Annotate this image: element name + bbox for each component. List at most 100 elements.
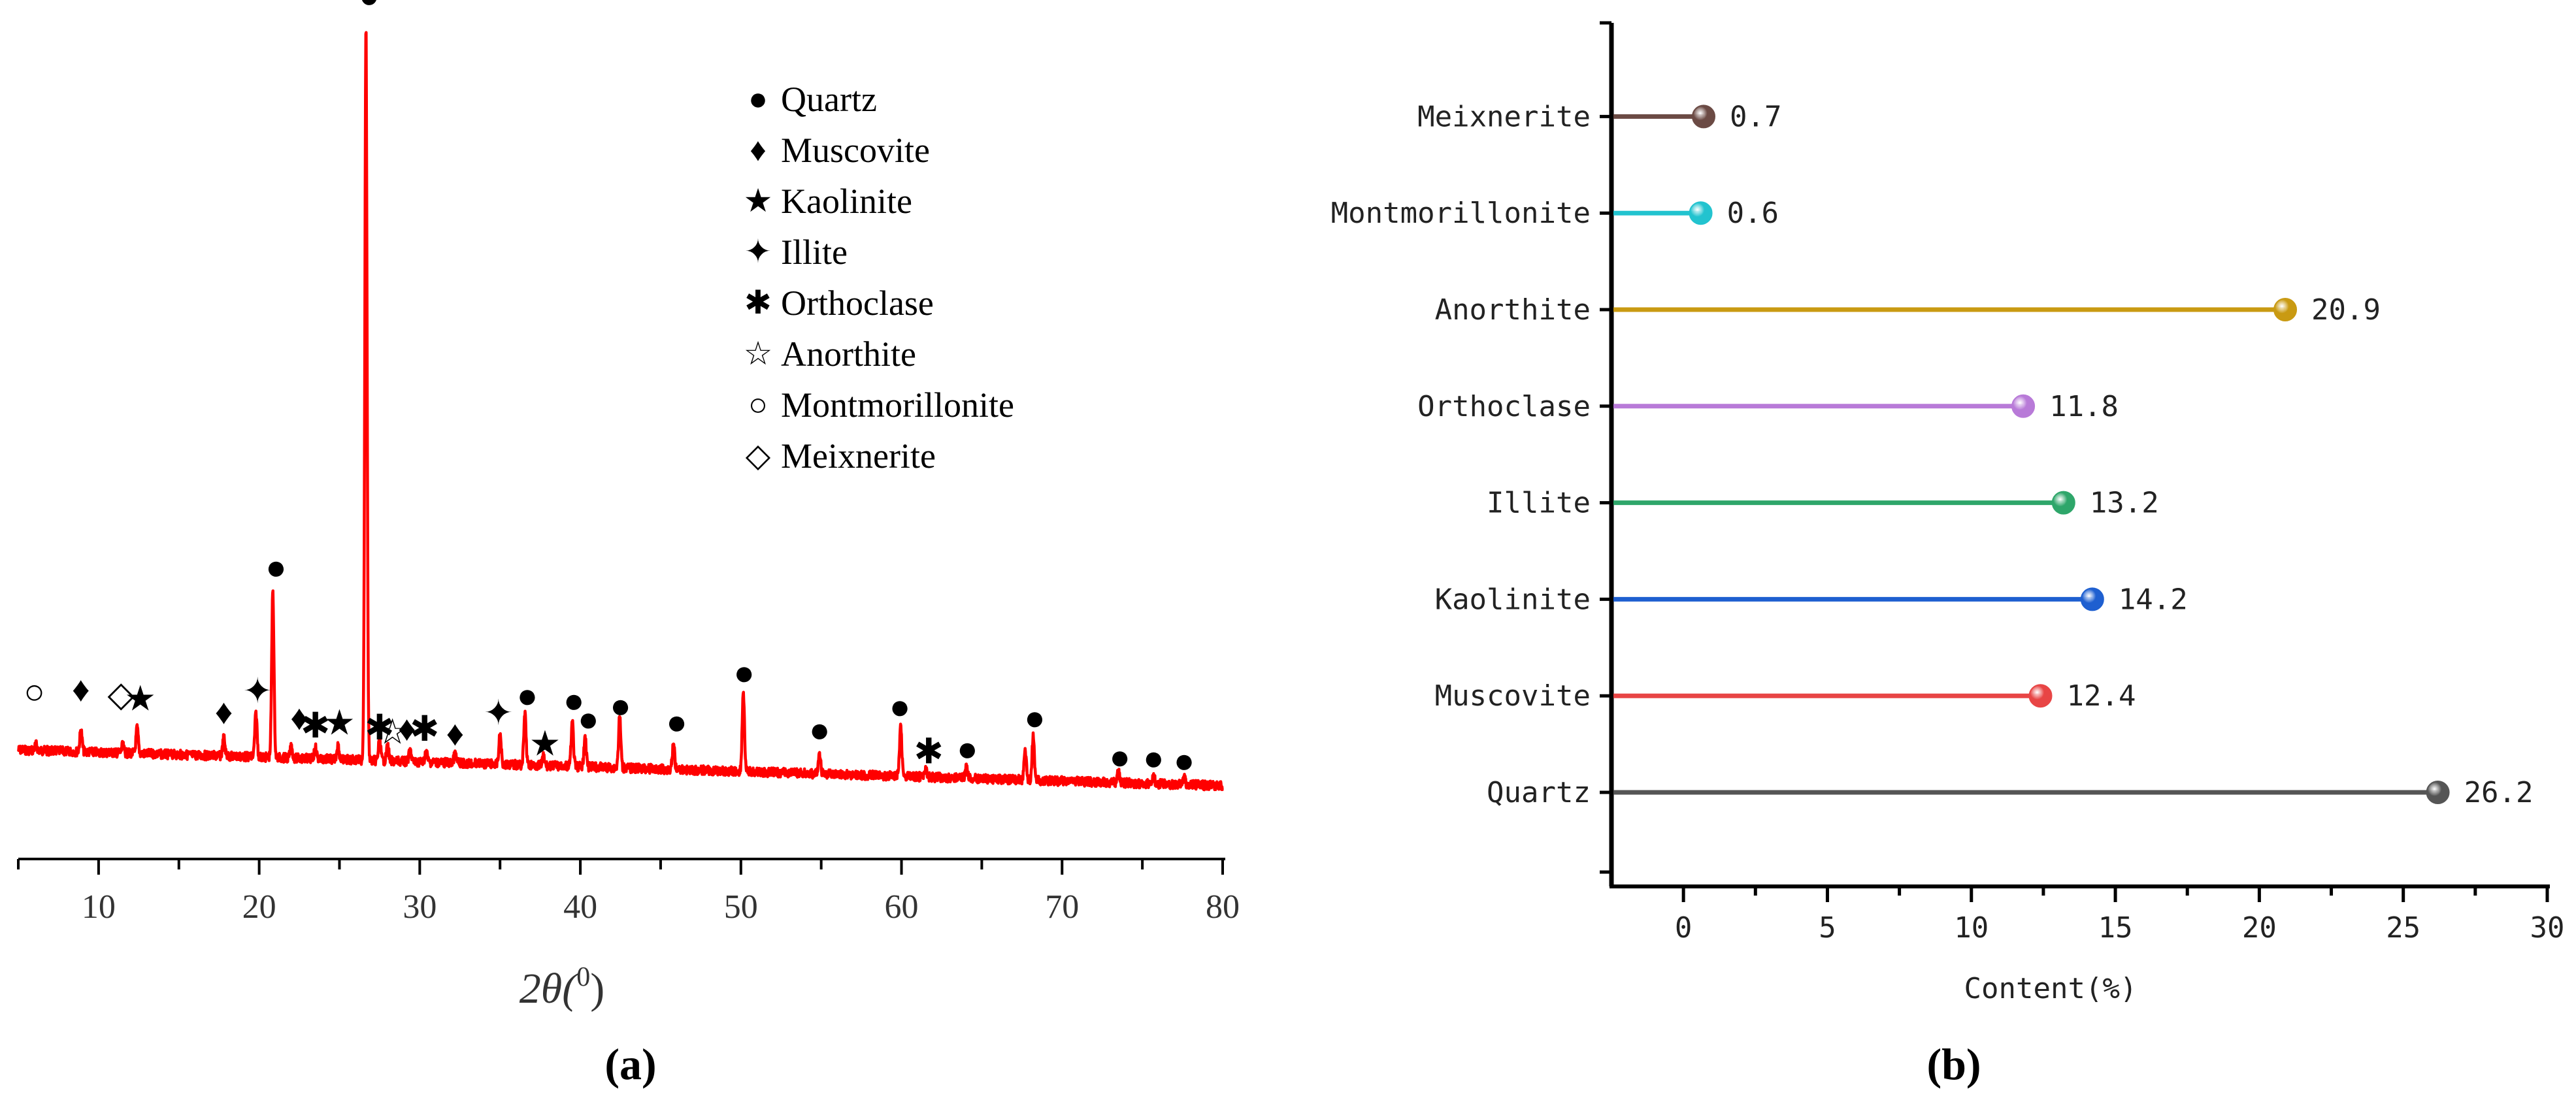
content-x-tick-label: 20	[2242, 911, 2277, 945]
value-label-muscovite: 12.4	[2067, 679, 2136, 713]
content-x-tick-label: 30	[2530, 911, 2565, 945]
xrd-peak-marker: ✦	[484, 694, 513, 733]
xrd-axis: 10 20 30 40 50 60 70 80	[17, 858, 1240, 926]
xrd-peak-marker: ●	[563, 681, 585, 721]
xrd-peak-marker: ●	[359, 0, 380, 16]
legend-symbol-quartz: ●	[748, 80, 768, 117]
xrd-peak-marker: ●	[1024, 698, 1046, 737]
xrd-peak-marker: ●	[610, 686, 631, 725]
category-label-muscovite: Muscovite	[1435, 679, 1591, 713]
legend-symbol-meixnerite: ◇	[746, 437, 771, 474]
xrd-x-tick-label: 20	[242, 888, 276, 926]
content-axes: 0 5 10 15 20 25 30	[1600, 21, 2565, 945]
lollipop-dot-muscovite	[2028, 684, 2053, 708]
legend-symbol-anorthite: ☆	[744, 335, 773, 372]
xrd-peak-marker: ●	[1143, 739, 1164, 778]
xrd-peak-marker: ●	[666, 702, 687, 741]
value-label-orthoclase: 11.8	[2049, 390, 2119, 423]
category-label-anorthite: Anorthite	[1435, 293, 1591, 327]
lollipop-dot-kaolinite	[2080, 587, 2104, 611]
value-label-illite: 13.2	[2090, 487, 2159, 520]
xrd-peak-marker: ●	[1109, 737, 1131, 777]
xrd-x-axis-label-main: 2θ(	[520, 965, 579, 1013]
lollipop-dot-montmorillonite	[1689, 201, 1713, 225]
xrd-x-tick-label: 50	[724, 888, 758, 926]
legend-symbol-orthoclase: ✱	[744, 284, 772, 321]
xrd-peak-marker: ●	[578, 700, 599, 739]
xrd-peak-marker: ♦	[290, 698, 308, 737]
value-label-montmorillonite: 0.6	[1727, 197, 1779, 230]
xrd-peak-marker: ●	[733, 653, 755, 692]
category-label-illite: Illite	[1487, 487, 1591, 520]
xrd-peak-marker: ●	[957, 730, 978, 769]
lollipop-dot-illite	[2051, 491, 2075, 515]
lollipop-dot-quartz	[2426, 781, 2450, 804]
xrd-x-tick-label: 70	[1045, 888, 1079, 926]
panel-label-b: (b)	[1926, 1039, 1981, 1089]
legend-symbol-kaolinite: ★	[744, 182, 773, 219]
xrd-peak-marker: ★	[125, 679, 156, 719]
content-x-tick-label: 0	[1675, 911, 1693, 945]
legend-symbol-illite: ✦	[744, 233, 772, 270]
xrd-peak-marker: ♦	[446, 714, 465, 753]
panel-label-a: (a)	[604, 1039, 656, 1089]
legend-label-montmorillonite: Montmorillonite	[781, 385, 1014, 425]
value-label-meixnerite: 0.7	[1730, 100, 1781, 133]
value-label-quartz: 26.2	[2464, 776, 2534, 809]
xrd-legend: ● Quartz ♦ Muscovite★ Kaolinite✦ Illite✱ Ortho…	[744, 80, 1014, 476]
xrd-x-tick-label: 60	[885, 888, 919, 926]
xrd-peak-marker: ♦	[72, 670, 90, 709]
xrd-peak-marker: ✱	[301, 706, 330, 745]
xrd-peak-marker: ✦	[243, 672, 272, 711]
xrd-peak-marker: ●	[265, 548, 287, 587]
category-label-quartz: Quartz	[1487, 776, 1591, 809]
lollipop-dot-orthoclase	[2011, 394, 2036, 418]
xrd-peak-marker: ●	[1174, 741, 1195, 780]
xrd-x-axis-label-sup: 0	[576, 962, 590, 992]
xrd-peak-marker: ✱	[914, 732, 944, 771]
legend-label-illite: Illite	[781, 233, 848, 272]
legend-label-muscovite: Muscovite	[781, 131, 930, 170]
legend-label-anorthite: Anorthite	[781, 334, 916, 374]
xrd-peak-marker: ✱	[365, 708, 394, 747]
lollipop-dot-meixnerite	[1691, 105, 1715, 129]
legend-label-kaolinite: Kaolinite	[781, 182, 912, 221]
xrd-peak-markers: ○♦◇★♦✦●♦✱★●✱☆♦✱♦✦●★●●●●●●●✱●●●●●	[24, 0, 1195, 780]
xrd-peak-marker: ☆	[376, 712, 408, 751]
xrd-peak-marker: ✱	[410, 709, 439, 749]
lollipop-dot-anorthite	[2273, 298, 2298, 321]
content-lollipops: Quartz 26.2 Muscovite 12.4 Kaolinite 14.2 Illi…	[1331, 100, 2534, 809]
legend-symbol-montmorillonite: ○	[748, 386, 768, 423]
xrd-x-tick-label: 40	[563, 888, 597, 926]
xrd-peak-marker: ★	[323, 704, 355, 743]
xrd-x-tick-label: 80	[1206, 888, 1240, 926]
content-x-tick-label: 10	[1954, 911, 1989, 945]
legend-symbol-muscovite: ♦	[750, 131, 767, 168]
xrd-x-tick-label: 10	[82, 888, 116, 926]
xrd-peak-marker: ◇	[108, 675, 135, 714]
xrd-peak-marker: ♦	[215, 692, 233, 732]
xrd-x-axis-label: 2θ(0)	[520, 962, 604, 1013]
category-label-kaolinite: Kaolinite	[1435, 583, 1591, 616]
xrd-peak-marker: ●	[809, 710, 831, 749]
xrd-peak-marker: ♦	[398, 709, 416, 748]
content-x-tick-label: 15	[2098, 911, 2133, 945]
xrd-peak-marker: ●	[889, 687, 911, 726]
value-label-kaolinite: 14.2	[2119, 583, 2188, 616]
value-label-anorthite: 20.9	[2311, 293, 2381, 327]
xrd-peak-marker: ●	[517, 676, 538, 715]
content-x-axis-label: Content(%)	[1964, 972, 2138, 1005]
category-label-montmorillonite: Montmorillonite	[1331, 197, 1591, 230]
xrd-pattern-line	[16, 31, 1224, 792]
xrd-peak-marker: ★	[529, 724, 561, 763]
content-chart: 0 5 10 15 20 25 30 Quartz 26.2 Muscovite 12.4 Kaol…	[1331, 21, 2565, 1089]
category-label-meixnerite: Meixnerite	[1417, 100, 1591, 133]
legend-label-orthoclase: Orthoclase	[781, 284, 934, 323]
legend-label-meixnerite: Meixnerite	[781, 436, 936, 476]
content-x-tick-label: 5	[1819, 911, 1836, 945]
legend-label-quartz: Quartz	[781, 80, 877, 119]
xrd-x-tick-label: 30	[403, 888, 437, 926]
content-x-tick-label: 25	[2386, 911, 2420, 945]
